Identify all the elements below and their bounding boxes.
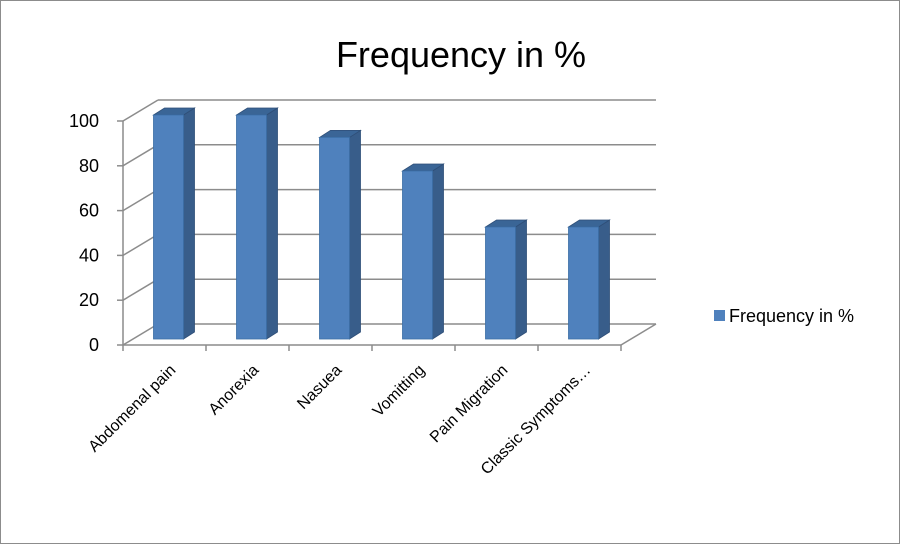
floor-edge xyxy=(620,323,657,346)
y-tick-label: 20 xyxy=(79,290,99,310)
bar xyxy=(401,163,445,340)
chart-title: Frequency in % xyxy=(336,34,586,75)
bars xyxy=(152,107,611,340)
y-tick-label: 0 xyxy=(89,335,99,355)
bar xyxy=(567,219,611,340)
bar-front xyxy=(485,226,516,340)
y-axis: 0 20 40 60 80 100 xyxy=(69,111,123,355)
bar-side xyxy=(432,163,444,340)
legend: Frequency in % xyxy=(714,306,854,326)
bar-front xyxy=(402,170,433,340)
y-tick-label: 60 xyxy=(79,201,99,221)
bar-side xyxy=(349,129,361,340)
y-tick-label: 80 xyxy=(79,156,99,176)
x-axis: Abdomenal pain Anorexia Nasuea VomittingPai… xyxy=(86,345,622,478)
grid-line-depth xyxy=(122,233,159,257)
bar-front xyxy=(319,136,350,340)
bar-side xyxy=(266,107,278,340)
legend-label: Frequency in % xyxy=(729,306,854,326)
bar-front xyxy=(568,226,599,340)
legend-swatch xyxy=(714,310,725,321)
bar xyxy=(152,107,196,340)
y-tick-label: 100 xyxy=(69,111,99,131)
bar-side xyxy=(515,219,527,340)
bar-side xyxy=(598,219,610,340)
bar xyxy=(318,129,362,340)
bar-front xyxy=(153,114,184,340)
x-tick-label: Anorexia xyxy=(206,362,263,419)
grid-line-depth xyxy=(122,99,159,122)
bar-side xyxy=(183,107,195,340)
bar xyxy=(235,107,279,340)
x-tick-label: Vomitting xyxy=(370,362,429,421)
bar xyxy=(484,219,528,340)
grid-line-depth xyxy=(122,323,159,346)
grid-line-depth xyxy=(122,188,159,212)
grid-line-depth xyxy=(122,278,159,301)
x-tick-label: Pain Migration xyxy=(427,362,511,446)
x-tick-label: Abdomenal pain xyxy=(86,362,180,456)
bar-front xyxy=(236,114,267,340)
x-tick-label: Nasuea xyxy=(294,362,345,413)
y-tick-label: 40 xyxy=(79,245,99,265)
grid-line-depth xyxy=(122,144,159,167)
